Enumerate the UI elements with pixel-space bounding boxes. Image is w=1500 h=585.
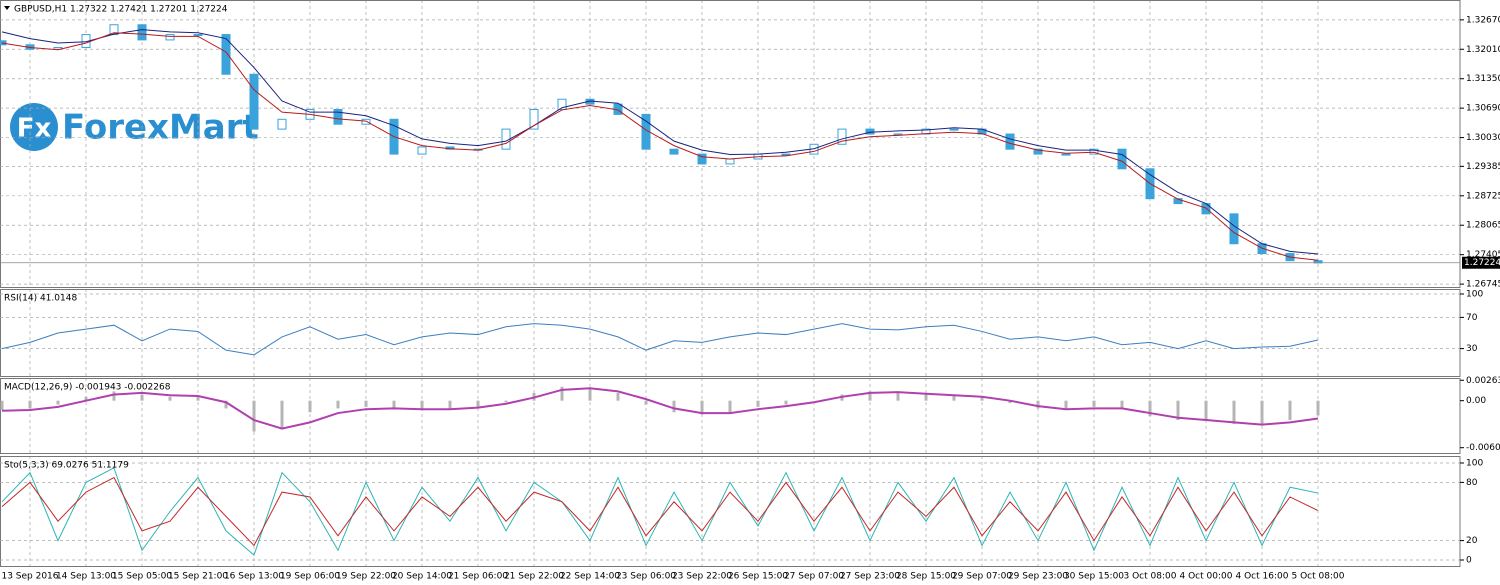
x-tick-label: 21 Sep 22:00 [504,572,564,582]
x-tick-label: 30 Sep 15:00 [1064,572,1124,582]
x-tick-label: 29 Sep 07:00 [952,572,1012,582]
x-tick-label: 27 Sep 07:00 [784,572,844,582]
candle [781,153,791,156]
logo-icon: Fx [17,114,52,144]
candle [837,128,847,145]
y-tick-label: -0.006073 [1466,443,1500,453]
y-tick-label: 1.27405 [1466,250,1500,260]
x-tick-label: 20 Sep 14:00 [392,572,452,582]
y-tick-label: 1.30690 [1466,104,1500,114]
x-tick-label: 15 Sep 21:00 [168,572,228,582]
candle [1201,203,1211,215]
x-tick-label: 15 Sep 05:00 [112,572,172,582]
y-tick-label: 1.31350 [1466,74,1500,84]
y-tick-label: 100 [1466,459,1483,469]
x-tick-label: 21 Sep 06:00 [448,572,508,582]
y-tick-label: 1.30030 [1466,133,1500,143]
x-tick-label: 14 Sep 13:00 [56,572,116,582]
x-tick-label: 23 Sep 22:00 [672,572,732,582]
candle [249,73,259,130]
y-tick-label: 70 [1466,313,1478,323]
y-tick-label: 0 [1466,556,1472,566]
y-tick-label: 80 [1466,478,1478,488]
indicator-line [1,323,1319,356]
x-tick-label: 22 Sep 14:00 [560,572,620,582]
x-tick-label: 23 Sep 06:00 [616,572,676,582]
x-tick-label: 4 Oct 16:00 [1236,572,1289,582]
panel-frame [0,0,1461,288]
x-tick-label: 3 Oct 08:00 [1124,572,1177,582]
candle [697,153,707,165]
x-tick-label: 27 Sep 23:00 [840,572,900,582]
y-tick-label: 1.28725 [1466,191,1500,201]
panel-title: Sto(5,3,3) 69.0276 51.1179 [4,461,129,471]
x-tick-label: 28 Sep 15:00 [896,572,956,582]
panel-frame [0,289,1461,377]
x-tick-label: 4 Oct 00:00 [1180,572,1233,582]
candle [221,34,231,75]
candle [669,148,679,155]
indicator-line [1,29,1319,255]
y-tick-label: 1.32010 [1466,45,1500,55]
indicator-line [1,476,1319,547]
logo-text: ForexMart [62,108,259,148]
panel-frame [0,456,1461,567]
current-price-label: 1.27224 [1464,258,1500,268]
candle [1061,153,1071,156]
logo: Fx ForexMart [10,103,259,151]
candle [1005,133,1015,150]
candle [333,108,343,125]
y-tick-label: 20 [1466,536,1478,546]
panel-title: RSI(14) 41.0148 [4,294,77,304]
x-tick-label: 29 Sep 23:00 [1008,572,1068,582]
logo-badge [10,103,58,151]
candle [361,118,371,125]
y-tick-label: 1.26745 [1466,280,1500,290]
candle [1229,213,1239,245]
indicator-line [1,32,1319,261]
candle [949,128,959,131]
x-tick-label: 13 Sep 2016 [1,572,58,582]
candle [165,34,175,41]
y-tick-label: 30 [1466,344,1478,354]
y-tick-label: 1.29385 [1466,162,1500,172]
candle [1089,148,1099,155]
candle [1117,148,1127,170]
x-tick-label: 19 Sep 06:00 [280,572,340,582]
candle [1033,148,1043,155]
candle [137,24,147,41]
panel-title: GBPUSD,H1 1.27322 1.27421 1.27201 1.2722… [14,5,228,15]
y-tick-label: 0.00 [1466,396,1486,406]
y-tick-label: 100 [1466,290,1483,300]
x-tick-label: 16 Sep 13:00 [224,572,284,582]
candle [725,158,735,165]
panel-title: MACD(12,26,9) -0.001943 -0.002268 [4,383,171,393]
current-price-box [1462,256,1500,269]
x-tick-label: 5 Oct 08:00 [1292,572,1345,582]
y-tick-label: 0.002634 [1466,376,1500,386]
indicator-line [1,387,1319,430]
x-tick-label: 19 Sep 22:00 [336,572,396,582]
candle [417,146,427,155]
panel-frame [0,378,1461,454]
y-tick-label: 1.32670 [1466,15,1500,25]
x-tick-label: 26 Sep 15:00 [728,572,788,582]
title-arrow [4,6,10,10]
candle [193,34,203,37]
candle [529,108,539,130]
y-tick-label: 1.28065 [1466,221,1500,231]
candle [277,118,287,130]
